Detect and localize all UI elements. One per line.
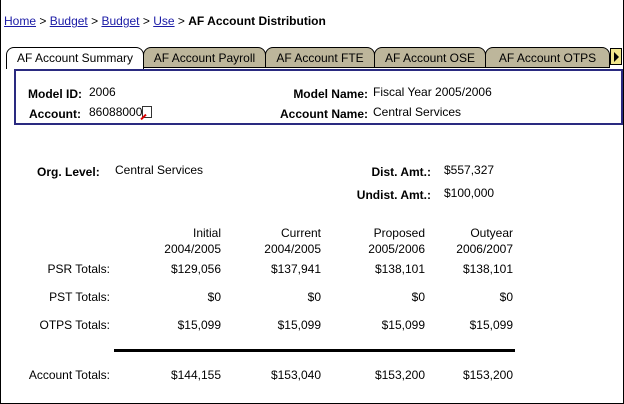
table-cell: $15,099 bbox=[277, 318, 321, 332]
model-id-value: 2006 bbox=[89, 85, 116, 99]
col-header-outyear: Outyear bbox=[470, 226, 513, 240]
tab-af-account-payroll[interactable]: AF Account Payroll bbox=[143, 47, 266, 68]
row-label: Account Totals: bbox=[28, 368, 110, 382]
col-header-current: Current bbox=[280, 226, 321, 240]
tab-divider bbox=[6, 67, 610, 68]
col-header-initial: Initial bbox=[192, 226, 221, 240]
col-header-current-year: 2004/2005 bbox=[264, 242, 321, 256]
table-cell: $153,040 bbox=[270, 368, 321, 382]
model-name-label: Model Name: bbox=[293, 87, 368, 101]
org-level-label: Org. Level: bbox=[37, 165, 100, 179]
breadcrumb-home[interactable]: Home bbox=[4, 14, 37, 28]
account-name-label: Account Name: bbox=[279, 107, 368, 121]
col-header-proposed: Proposed bbox=[373, 226, 425, 240]
table-cell: $15,099 bbox=[177, 318, 221, 332]
col-header-proposed-year: 2005/2006 bbox=[368, 242, 425, 256]
table-cell: $0 bbox=[207, 290, 221, 304]
account-value: 86088000 bbox=[89, 105, 143, 119]
undist-amt-value: $100,000 bbox=[444, 186, 495, 200]
table-cell: $0 bbox=[499, 290, 513, 304]
breadcrumb: Home > Budget > Budget > Use > AF Accoun… bbox=[4, 14, 326, 28]
table-cell: $137,941 bbox=[270, 262, 321, 276]
model-name-value: Fiscal Year 2005/2006 bbox=[373, 85, 492, 99]
tab-af-account-ose[interactable]: AF Account OSE bbox=[374, 47, 486, 68]
col-header-outyear-year: 2006/2007 bbox=[456, 242, 513, 256]
account-lookup-icon[interactable] bbox=[142, 106, 153, 118]
table-cell: $0 bbox=[411, 290, 425, 304]
table-cell: $153,200 bbox=[374, 368, 425, 382]
table-cell: $15,099 bbox=[469, 318, 513, 332]
breadcrumb-current: AF Account Distribution bbox=[188, 14, 326, 28]
table-cell: $153,200 bbox=[462, 368, 513, 382]
tab-af-account-otps[interactable]: AF Account OTPS bbox=[485, 47, 610, 68]
row-label: PSR Totals: bbox=[47, 262, 110, 276]
breadcrumb-budget[interactable]: Budget bbox=[49, 14, 88, 28]
model-id-label: Model ID: bbox=[28, 87, 82, 101]
table-cell: $0 bbox=[307, 290, 321, 304]
table-cell: $144,155 bbox=[170, 368, 221, 382]
tab-scroll-right-icon[interactable] bbox=[610, 48, 622, 65]
row-label: PST Totals: bbox=[49, 290, 110, 304]
breadcrumb-use[interactable]: Use bbox=[153, 14, 175, 28]
tab-af-account-fte[interactable]: AF Account FTE bbox=[265, 47, 375, 68]
undist-amt-label: Undist. Amt.: bbox=[356, 188, 431, 202]
tab-af-account-summary[interactable]: AF Account Summary bbox=[6, 47, 144, 69]
breadcrumb-budget-2[interactable]: Budget bbox=[101, 14, 140, 28]
table-cell: $138,101 bbox=[462, 262, 513, 276]
table-cell: $15,099 bbox=[381, 318, 425, 332]
account-label: Account: bbox=[29, 107, 81, 121]
totals-rule bbox=[114, 349, 515, 352]
row-label: OTPS Totals: bbox=[39, 318, 110, 332]
dist-amt-value: $557,327 bbox=[444, 163, 495, 177]
table-cell: $129,056 bbox=[170, 262, 221, 276]
col-header-initial-year: 2004/2005 bbox=[164, 242, 221, 256]
org-level-value: Central Services bbox=[115, 163, 204, 177]
dist-amt-label: Dist. Amt.: bbox=[371, 165, 431, 179]
account-name-value: Central Services bbox=[373, 105, 462, 119]
account-header-box bbox=[14, 69, 623, 125]
table-cell: $138,101 bbox=[374, 262, 425, 276]
